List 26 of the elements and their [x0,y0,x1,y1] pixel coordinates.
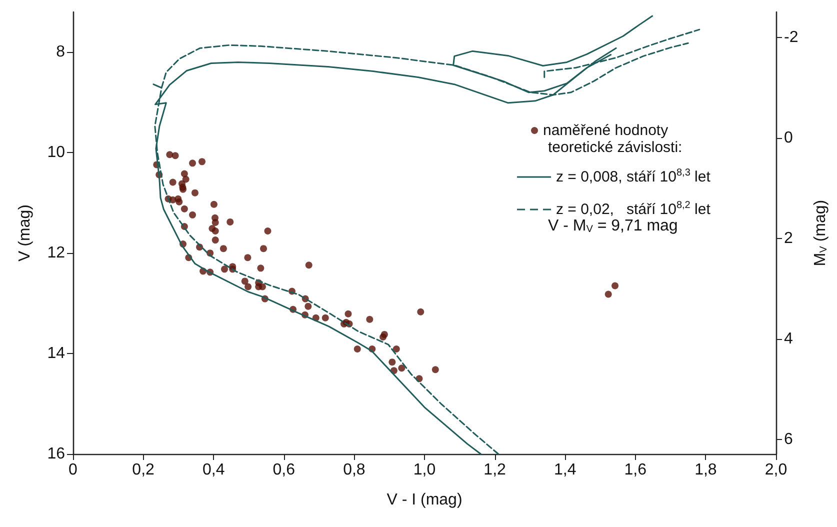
y2-tick-label: -2 [784,29,798,46]
x-tick-label: 0 [68,462,78,478]
x-tick-label: 1,0 [413,462,436,478]
y2-axis-title: MV (mag) [812,200,830,266]
legend-label: naměřené hodnoty [543,122,669,139]
y2-tick-label: 4 [784,330,793,348]
x-tick-label: 0,4 [202,462,225,478]
y-tick-label: 10 [47,144,66,162]
x-tick-label: 1,8 [694,462,717,478]
y2-tick-label: 0 [784,130,793,147]
x-axis-title: V - I (mag) [386,492,462,508]
x-tick-label: 0,8 [343,462,366,478]
y2-tick-label: 6 [784,430,793,448]
x-tick-label: 1,6 [624,462,647,478]
y-axis-title: V (mag) [16,204,34,262]
legend-title: teoretické závislosti: [548,139,682,156]
x-tick-label: 0,2 [132,462,155,478]
y2-tick-label: 2 [784,230,793,248]
x-tick-label: 2,0 [764,462,788,478]
x-tick-label: 0,6 [272,462,296,478]
x-tick-label: 1,2 [484,462,506,478]
y-tick-label: 8 [56,44,66,61]
y-tick-label: 16 [47,446,66,462]
y-tick-label: 14 [47,345,66,362]
x-tick-label: 1,4 [554,462,576,478]
y-tick-label: 12 [47,244,66,262]
